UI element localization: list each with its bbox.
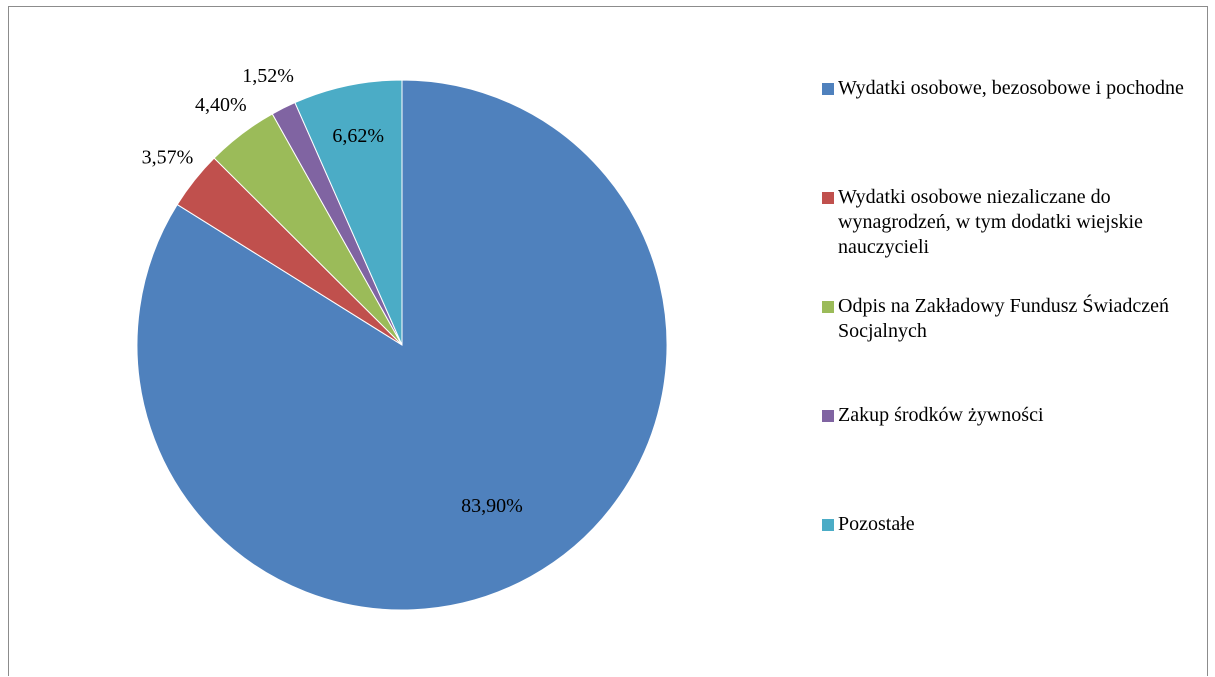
data-label: 1,52%: [242, 65, 294, 87]
legend-item: Wydatki osobowe, bezosobowe i pochodne: [822, 76, 1192, 101]
pie-slice: [136, 79, 668, 611]
data-label: 83,90%: [461, 495, 523, 517]
legend-swatch: [822, 83, 834, 95]
chart-frame: [8, 6, 1208, 676]
legend-swatch: [822, 301, 834, 313]
legend-item: Wydatki osobowe niezaliczane do wynagrod…: [822, 185, 1192, 260]
legend-item: Odpis na Zakładowy Fundusz Świadczeń Soc…: [822, 294, 1192, 344]
legend-label: Pozostałe: [838, 513, 915, 535]
legend-item: Pozostałe: [822, 512, 1192, 537]
data-label: 4,40%: [195, 94, 247, 116]
pie-slice: [294, 79, 403, 346]
legend-item: Zakup środków żywności: [822, 403, 1192, 428]
legend-label: Wydatki osobowe, bezosobowe i pochodne: [838, 77, 1184, 99]
legend-swatch: [822, 519, 834, 531]
legend-label: Wydatki osobowe niezaliczane do wynagrod…: [838, 186, 1143, 258]
legend-label: Odpis na Zakładowy Fundusz Świadczeń Soc…: [838, 295, 1170, 342]
data-label: 3,57%: [142, 146, 194, 168]
legend-swatch: [822, 192, 834, 204]
data-label: 6,62%: [332, 125, 384, 147]
legend-label: Zakup środków żywności: [838, 404, 1044, 426]
legend-swatch: [822, 410, 834, 422]
